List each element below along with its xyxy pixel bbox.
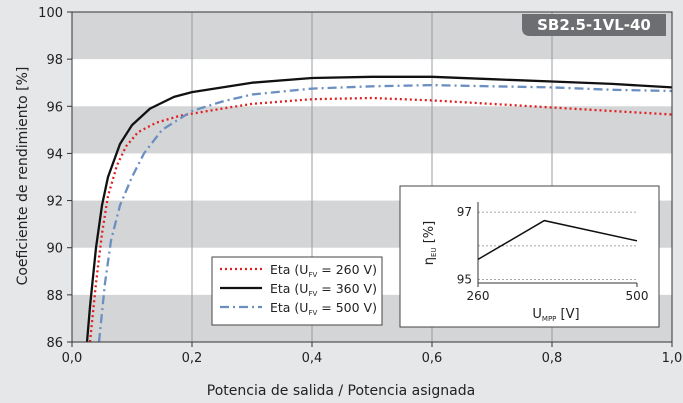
inset-x-tick-label: 260 — [467, 289, 490, 303]
x-tick-label: 0,0 — [62, 351, 83, 366]
x-tick-label: 0,6 — [422, 351, 443, 366]
x-axis-label: Potencia de salida / Potencia asignada — [207, 383, 475, 399]
plot-frame — [71, 11, 673, 343]
y-axis-label: Coeficiente de rendimiento [%] — [15, 67, 31, 286]
legend-label-1: Eta (UFV = 360 V) — [270, 281, 377, 298]
x-tick-label: 0,8 — [542, 351, 563, 366]
inset-y-tick-label: 97 — [457, 205, 472, 219]
y-tick-label: 86 — [46, 336, 63, 351]
x-tick-label: 0,4 — [302, 351, 323, 366]
grey-band — [72, 106, 672, 154]
series-group — [85, 75, 673, 343]
y-tick-label: 98 — [46, 53, 63, 68]
y-tick-label: 94 — [46, 147, 63, 162]
model-badge-text: SB2.5-1VL-40 — [537, 16, 651, 34]
legend: Eta (UFV = 260 V) Eta (UFV = 360 V) Eta (U… — [211, 256, 383, 326]
inset-series-line — [477, 219, 638, 261]
legend-label-2: Eta (UFV = 500 V) — [270, 300, 377, 317]
legend-label-0: Eta (UFV = 260 V) — [270, 262, 377, 279]
inset-x-axis-label: UMPP [V] — [532, 307, 579, 323]
axes: 86 88 90 92 94 96 98 100 0,0 0,2 0,4 0,6 0,8 1,0 — [38, 6, 682, 366]
inset-y-axis-label: ηEU [%] — [422, 221, 438, 265]
inset-chart: 97 95 260 500 UMPP [V] ηEU [%] — [399, 185, 660, 328]
inset-y-tick-label: 95 — [457, 273, 472, 287]
x-tick-label: 0,2 — [182, 351, 203, 366]
y-tick-label: 92 — [46, 195, 63, 210]
y-tick-label: 96 — [46, 100, 63, 115]
y-tick-label: 90 — [46, 242, 63, 257]
series-line-2 — [97, 83, 673, 343]
model-badge: SB2.5-1VL-40 — [522, 14, 666, 36]
y-tick-label: 100 — [38, 6, 63, 21]
inset-x-tick-label: 500 — [626, 289, 649, 303]
y-tick-label: 88 — [46, 289, 63, 304]
series-line-0 — [88, 96, 673, 343]
x-tick-label: 1,0 — [662, 351, 683, 366]
series-line-1 — [85, 75, 673, 343]
